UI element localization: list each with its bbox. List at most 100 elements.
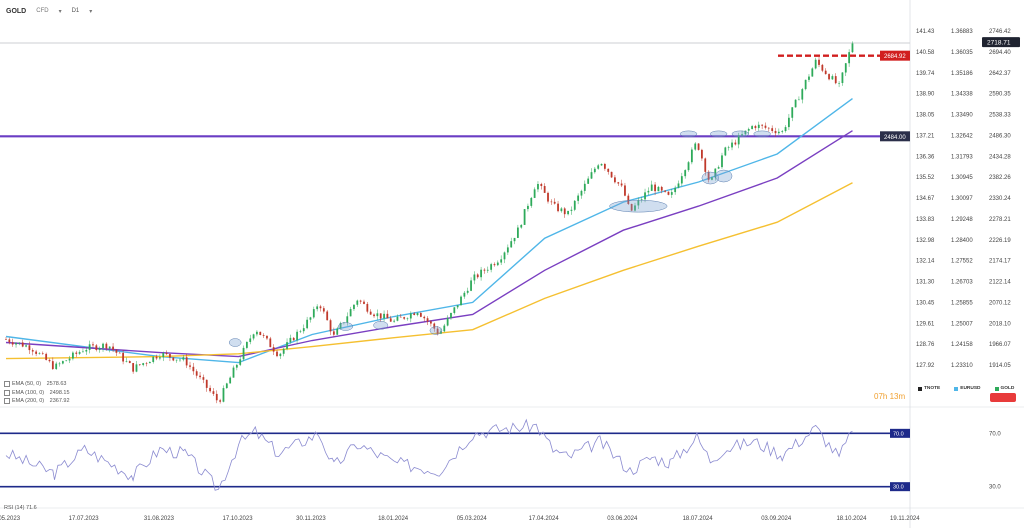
legend-tnote[interactable]: TNOTE xyxy=(918,386,940,391)
candle-body xyxy=(205,379,208,388)
candle-body xyxy=(470,280,472,291)
candle-body xyxy=(192,366,195,372)
y-tick-tnote: 131.30 xyxy=(916,280,935,286)
candle-body xyxy=(61,361,64,364)
rsi-level-label: 70.0 xyxy=(893,431,904,437)
candle-body xyxy=(480,269,482,278)
candle-body xyxy=(169,354,171,358)
candle-body xyxy=(132,363,135,372)
candle-body xyxy=(771,128,774,131)
candle-body xyxy=(600,163,603,166)
candle-body xyxy=(506,247,509,253)
candle-body xyxy=(637,200,640,206)
y-tick-tnote: 135.52 xyxy=(916,175,935,181)
timeframe-label[interactable]: D1 xyxy=(71,8,80,14)
candle-body xyxy=(587,178,590,184)
candle-body xyxy=(112,346,114,350)
candle-body xyxy=(202,377,205,380)
y-tick-eurusd: 1.26703 xyxy=(951,280,973,286)
y-tick-tnote: 132.14 xyxy=(916,259,935,265)
candle-body xyxy=(393,320,396,322)
y-tick-gold: 2226.19 xyxy=(989,238,1011,244)
legend-swatch-icon xyxy=(4,381,10,388)
candle-body xyxy=(751,126,753,129)
chevron-down-icon[interactable]: ▾ xyxy=(58,8,62,15)
y-tick-eurusd: 1.35186 xyxy=(951,71,973,77)
candle-body xyxy=(764,125,767,128)
candle-body xyxy=(697,143,700,150)
candle-body xyxy=(359,300,362,302)
candle-body xyxy=(209,387,211,392)
candle-body xyxy=(252,334,255,339)
legend-row-ema200[interactable]: EMA (200, 0) 2367.92 xyxy=(4,397,70,406)
candle-body xyxy=(677,183,680,188)
candle-body xyxy=(125,361,128,362)
y-tick-gold: 2486.30 xyxy=(989,133,1011,139)
candle-body xyxy=(92,344,94,346)
candle-body xyxy=(570,209,573,211)
tnote-swatch-icon xyxy=(918,386,922,391)
candle-body xyxy=(603,163,606,169)
candle-body xyxy=(627,195,630,204)
symbol-label[interactable]: GOLD xyxy=(6,7,27,15)
y-tick-gold: 2382.26 xyxy=(989,175,1011,181)
y-tick-tnote: 138.90 xyxy=(916,92,935,98)
candle-body xyxy=(540,183,543,187)
candle-body xyxy=(366,303,369,312)
rsi-y-tick: 70.0 xyxy=(989,431,1001,437)
candle-body xyxy=(533,189,536,198)
candle-body xyxy=(824,70,827,75)
legend-row-ema50[interactable]: EMA (50, 0) 2578.63 xyxy=(4,380,70,389)
candle-body xyxy=(828,74,830,80)
x-tick-label: 31.08.2023 xyxy=(144,516,175,522)
x-tick-label: 31.05.2023 xyxy=(0,516,21,522)
candle-body xyxy=(731,142,733,148)
candle-body xyxy=(617,182,620,184)
x-tick-label: 18.10.2024 xyxy=(836,516,867,522)
candle-body xyxy=(292,337,295,341)
candle-body xyxy=(222,388,225,402)
y-tick-tnote: 133.83 xyxy=(916,217,935,223)
candle-body xyxy=(660,186,663,191)
candle-body xyxy=(426,318,429,322)
candle-body xyxy=(229,377,232,384)
timeframe-chevron-icon[interactable]: ▾ xyxy=(89,8,93,15)
candle-body xyxy=(610,171,613,178)
legend-gold[interactable]: GOLD xyxy=(994,386,1014,391)
candle-body xyxy=(235,364,238,368)
candle-body xyxy=(443,325,446,332)
candle-body xyxy=(11,342,14,345)
candle-body xyxy=(657,186,660,192)
candle-body xyxy=(189,365,191,367)
candle-body xyxy=(85,349,88,352)
y-tick-eurusd: 1.27552 xyxy=(951,259,973,265)
rsi-y-tick: 30.0 xyxy=(989,485,1001,491)
candle-body xyxy=(503,252,506,260)
y-tick-tnote: 129.61 xyxy=(916,321,935,327)
candle-body xyxy=(232,367,235,378)
y-tick-gold: 2538.33 xyxy=(989,113,1011,119)
trade-button[interactable] xyxy=(990,393,1016,402)
legend-eurusd[interactable]: EURUSD xyxy=(954,386,981,391)
candle-body xyxy=(282,348,285,354)
candle-body xyxy=(135,364,138,372)
rsi-line xyxy=(5,418,853,491)
legend-row-ema100[interactable]: EMA (100, 0) 2498.15 xyxy=(4,389,70,398)
candle-body xyxy=(500,259,503,263)
candle-body xyxy=(379,313,382,319)
candle-body xyxy=(416,313,419,316)
candle-body xyxy=(179,359,181,361)
candle-body xyxy=(266,335,268,339)
rsi-level-tag xyxy=(890,428,910,438)
candle-body xyxy=(262,335,265,336)
candle-body xyxy=(122,352,125,362)
candle-body xyxy=(145,363,148,364)
candle-body xyxy=(389,318,392,322)
legend-label: EMA (200, 0) xyxy=(12,398,45,404)
candle-body xyxy=(580,190,583,196)
candle-body xyxy=(550,201,553,203)
candle-body xyxy=(363,301,365,304)
candle-body xyxy=(680,176,683,184)
candle-body xyxy=(423,316,426,319)
candle-body xyxy=(21,342,24,347)
